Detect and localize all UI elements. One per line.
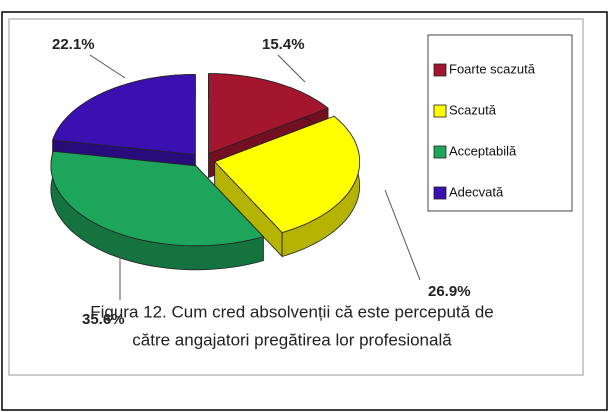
slice xyxy=(50,150,265,271)
legend-label: Scazută xyxy=(449,102,497,117)
pie xyxy=(50,73,361,271)
legend-label: Acceptabilă xyxy=(449,143,517,158)
slice xyxy=(213,115,361,233)
legend-swatch xyxy=(433,186,447,200)
legend: Foarte scazută Scazută Acceptabilă Adecvată xyxy=(433,61,536,200)
legend-label: Adecvată xyxy=(449,184,504,199)
legend-swatch xyxy=(433,63,447,77)
data-labels: 15.4% 26.9% 35.6% 22.1% xyxy=(52,36,471,328)
legend-box xyxy=(427,34,573,212)
data-label: 22.1% xyxy=(52,36,95,53)
leader-line xyxy=(277,54,306,83)
legend-swatch xyxy=(433,145,447,159)
data-label: 15.4% xyxy=(262,36,305,53)
data-label: 26.9% xyxy=(428,283,471,300)
slice xyxy=(208,73,329,155)
slice xyxy=(52,74,196,155)
leader-line xyxy=(384,189,421,281)
caption-line: Figura 12. Cum cred absolvenții că este … xyxy=(90,302,494,321)
slice xyxy=(213,115,361,258)
slice xyxy=(50,150,265,247)
leader-line xyxy=(89,54,126,79)
legend-swatch xyxy=(433,104,447,118)
caption-line: către angajatori pregătirea lor profesio… xyxy=(132,330,452,349)
data-label: 35.6% xyxy=(82,311,125,328)
legend-label: Foarte scazută xyxy=(449,61,536,76)
